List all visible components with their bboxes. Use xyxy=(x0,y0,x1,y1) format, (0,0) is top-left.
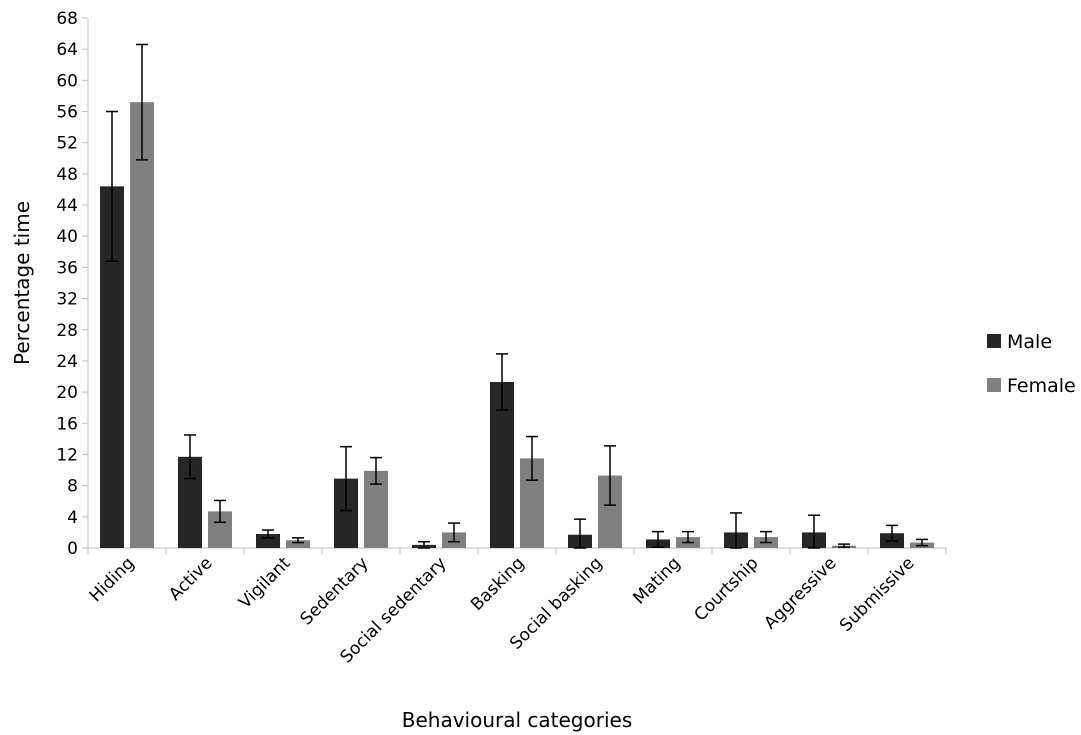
y-tick-label: 48 xyxy=(56,165,78,185)
y-tick-label: 32 xyxy=(56,290,78,310)
y-tick-label: 68 xyxy=(56,9,78,29)
y-tick-label: 24 xyxy=(56,352,78,372)
y-tick-label: 16 xyxy=(56,414,78,434)
y-tick-label: 20 xyxy=(56,383,78,403)
legend-swatch-male xyxy=(987,334,1001,348)
x-tick-label: Basking xyxy=(467,553,529,615)
y-axis-title: Percentage time xyxy=(10,201,34,365)
y-tick-label: 28 xyxy=(56,321,78,341)
legend-label-female: Female xyxy=(1007,375,1076,397)
y-tick-label: 60 xyxy=(56,71,78,91)
x-tick-label: Active xyxy=(165,553,216,604)
y-tick-label: 4 xyxy=(67,508,78,528)
x-axis-title: Behavioural categories xyxy=(402,708,633,732)
x-tick-label: Hiding xyxy=(86,553,139,606)
y-tick-label: 8 xyxy=(67,477,78,497)
y-tick-label: 0 xyxy=(67,539,78,559)
legend-label-male: Male xyxy=(1007,331,1052,353)
y-tick-label: 56 xyxy=(56,103,78,123)
x-tick-label: Courtship xyxy=(691,553,763,625)
error-bars xyxy=(106,43,928,549)
bars xyxy=(100,102,934,549)
x-tick-label: Sedentary xyxy=(297,553,373,629)
y-tick-label: 64 xyxy=(56,40,78,60)
y-tick-label: 52 xyxy=(56,134,78,154)
y-tick-label: 44 xyxy=(56,196,78,216)
bar-female xyxy=(130,102,154,549)
legend: Male Female xyxy=(987,331,1076,397)
x-tick-label: Mating xyxy=(629,553,684,608)
y-tick-label: 36 xyxy=(56,258,78,278)
legend-swatch-female xyxy=(987,378,1001,392)
x-tick-label: Vigilant xyxy=(235,553,295,613)
bar-female xyxy=(286,540,310,548)
x-tick-label: Aggressive xyxy=(760,553,840,633)
y-tick-label: 40 xyxy=(56,227,78,247)
x-tick-label: Submissive xyxy=(836,553,918,635)
y-tick-label: 12 xyxy=(56,445,78,465)
